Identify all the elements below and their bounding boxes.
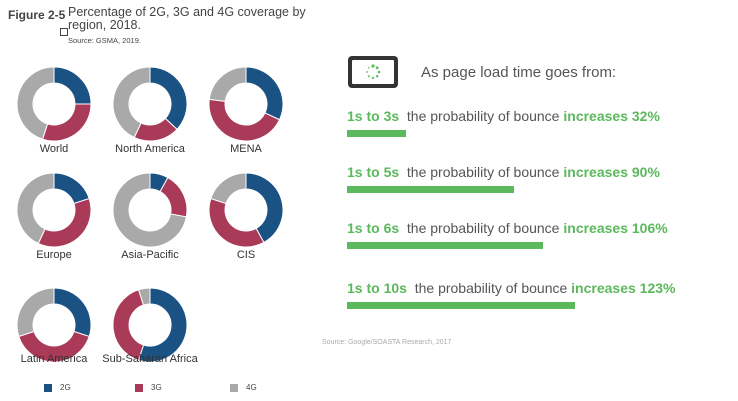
legend-label: 2G (60, 383, 71, 392)
donut-slice-3g (159, 176, 188, 218)
bounce-range: 1s to 10s (347, 280, 407, 296)
donut-slice-2g (137, 287, 188, 363)
legend-item: 2G (44, 383, 71, 392)
bounce-bar (347, 242, 543, 249)
bounce-row: 1s to 10s the probability of bounce incr… (347, 280, 675, 296)
donut-region-label: MENA (230, 143, 262, 155)
donut-slice-2g (245, 66, 284, 121)
bounce-increase: increases 123% (571, 280, 676, 296)
bounce-range: 1s to 5s (347, 164, 400, 180)
legend-swatch (135, 383, 143, 392)
bounce-increase: increases 90% (563, 164, 660, 180)
figure-title: Percentage of 2G, 3G and 4G coverage by … (68, 5, 306, 32)
donut-slice-4g (137, 287, 151, 306)
legend-swatch (230, 383, 238, 392)
donut-slice-2g (53, 66, 92, 105)
donut-region-label: Latin America (21, 353, 89, 365)
square-marker-icon (60, 28, 68, 36)
figure-source: Source: GSMA, 2019. (68, 36, 141, 45)
donut-region-label: CIS (237, 249, 255, 261)
bounce-range: 1s to 6s (347, 220, 400, 236)
bounce-phrase: the probability of bounce (406, 280, 572, 296)
bounce-row: 1s to 3s the probability of bounce incre… (347, 108, 660, 124)
donut-slice-2g (53, 287, 92, 338)
donut-region-label: Sub-Saharan Africa (102, 353, 198, 365)
bounce-bar (347, 130, 406, 137)
donut-slice-3g (208, 98, 281, 142)
load-time-heading: As page load time goes from: (421, 64, 617, 81)
legend-item: 3G (135, 383, 162, 392)
bounce-increase: increases 32% (563, 108, 660, 124)
donut-region-label: Asia-Pacific (121, 249, 179, 261)
bounce-bar (347, 186, 514, 193)
donut-slice-3g (112, 289, 145, 361)
donut-slice-4g (112, 172, 187, 248)
donut-slice-3g (41, 103, 92, 142)
phone-loading-icon (348, 56, 398, 88)
bounce-bar (347, 302, 575, 309)
legend-label: 4G (246, 383, 257, 392)
bounce-phrase: the probability of bounce (399, 164, 564, 180)
donut-slice-4g (208, 66, 247, 102)
donut-slice-3g (208, 197, 265, 248)
legend-label: 3G (151, 383, 162, 392)
bounce-source: Source: Google/SOASTA Research, 2017 (322, 339, 452, 346)
bounce-phrase: the probability of bounce (399, 220, 564, 236)
donut-charts: World North America MENA Europe Asia-Pacific… (16, 66, 284, 365)
donut-slice-3g (18, 330, 90, 363)
donut-slice-2g (245, 172, 284, 244)
legend-swatch (44, 383, 52, 392)
figure-label: Figure 2-5 (8, 8, 66, 22)
bounce-increase: increases 106% (563, 220, 668, 236)
donut-region-label: North America (115, 143, 186, 155)
donut-slice-4g (16, 66, 55, 140)
donut-region-label: World (40, 143, 69, 155)
donut-slice-4g (16, 172, 55, 245)
bounce-range: 1s to 3s (347, 108, 400, 124)
bounce-row: 1s to 5s the probability of bounce incre… (347, 164, 660, 180)
donut-slice-3g (37, 197, 92, 248)
donut-slice-2g (53, 172, 90, 205)
donut-slice-4g (210, 172, 247, 205)
donut-slice-4g (16, 287, 55, 338)
bounce-phrase: the probability of bounce (399, 108, 564, 124)
bounce-row: 1s to 6s the probability of bounce incre… (347, 220, 668, 236)
legend-item: 4G (230, 383, 257, 392)
donut-slice-4g (112, 66, 151, 139)
donut-slice-2g (149, 66, 188, 131)
donut-region-label: Europe (36, 249, 71, 261)
